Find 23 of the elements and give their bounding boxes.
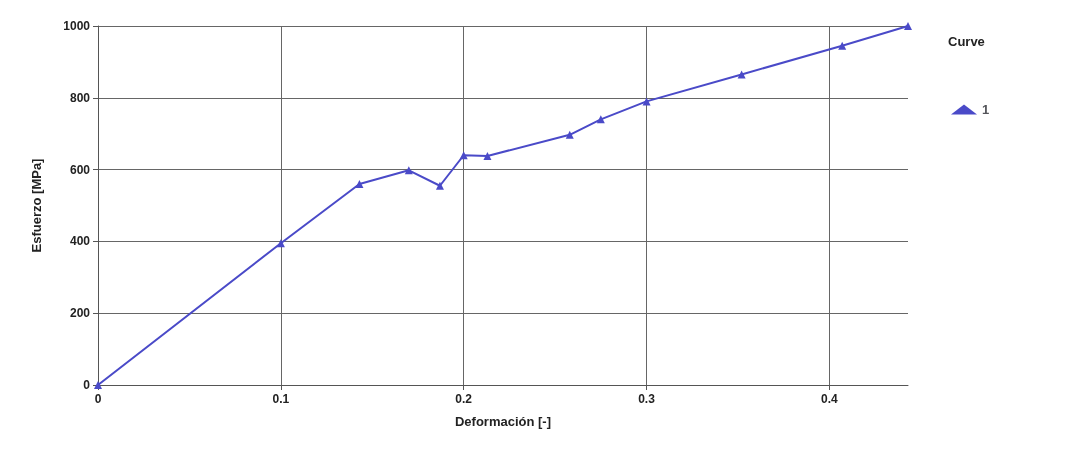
point: [435, 181, 444, 190]
legend-label: 1: [982, 102, 990, 117]
x-tick-label: 0: [94, 392, 102, 406]
y-tick-label: 800: [69, 90, 91, 105]
y-tick-label: 1000: [63, 19, 91, 33]
y-tick-label: 400: [69, 234, 91, 249]
point: [483, 151, 492, 160]
point: [276, 239, 285, 248]
x-tick-label: 0.4: [821, 392, 839, 406]
point: [642, 97, 651, 106]
y-tick-label: 0: [83, 378, 91, 392]
point: [904, 22, 912, 30]
x-axis-title: Deformación [-]: [454, 414, 552, 429]
legend-title: Curve: [948, 34, 985, 49]
x-tick-label: 0.3: [638, 392, 656, 406]
y-tick-label: 600: [69, 162, 91, 177]
point: [838, 41, 847, 50]
x-tick-label: 0.2: [455, 392, 473, 406]
point: [565, 130, 574, 139]
point: [355, 179, 364, 188]
y-tick-label: 200: [69, 306, 91, 321]
y-axis-title: Esfuerzo [MPa]: [29, 158, 44, 253]
x-tick-label: 0.1: [272, 392, 290, 406]
